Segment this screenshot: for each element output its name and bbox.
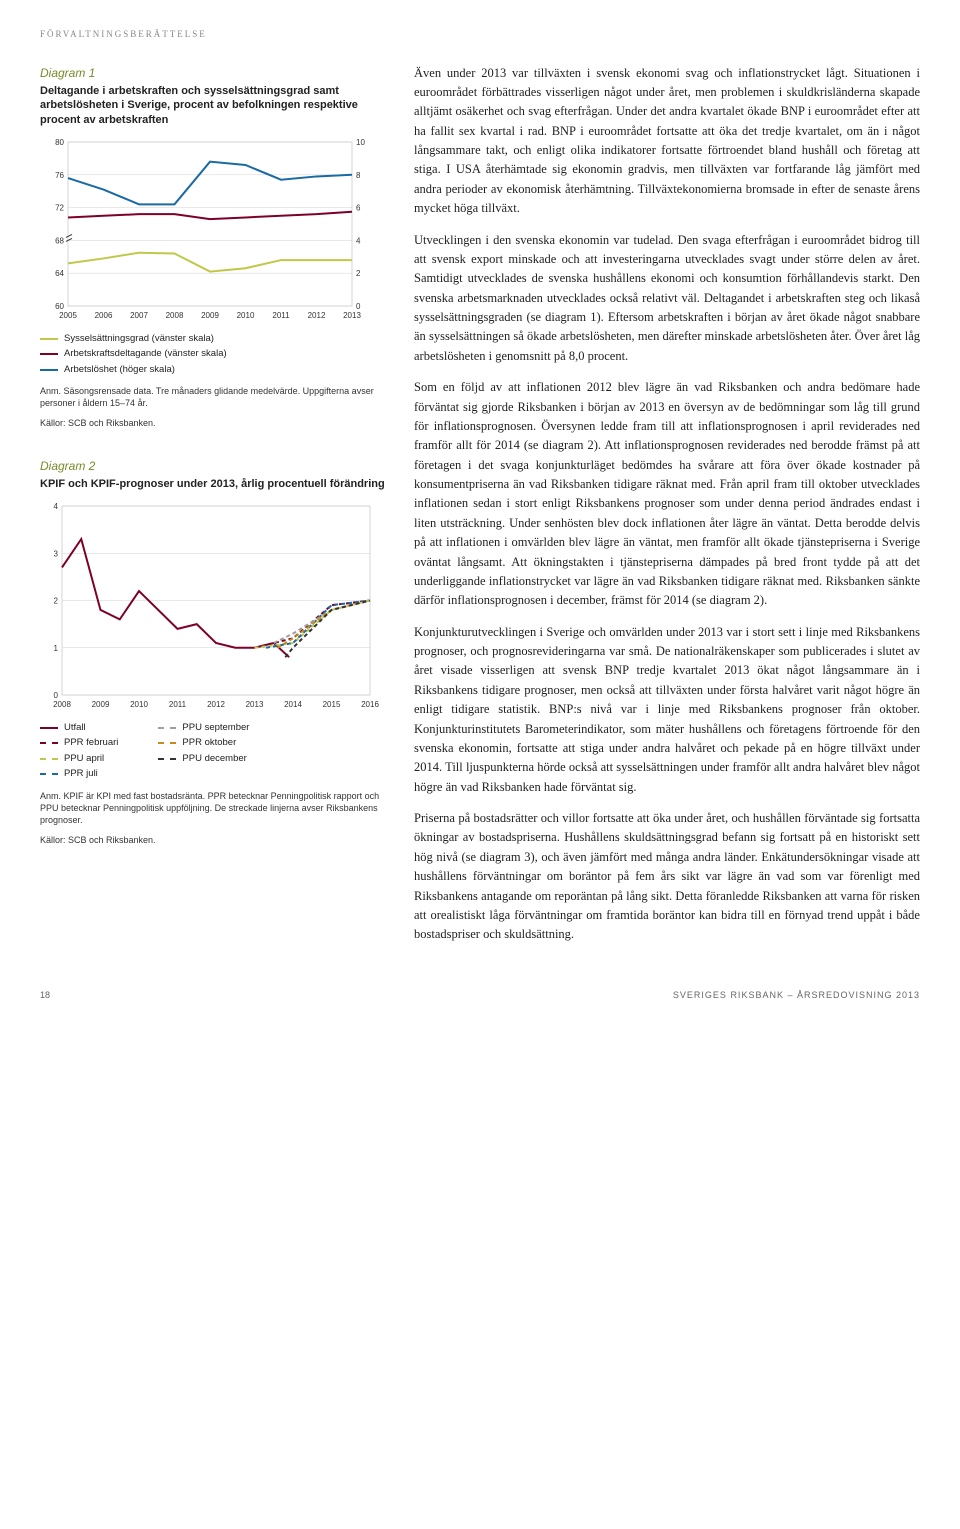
fig2-title: KPIF och KPIF-prognoser under 2013, årli… <box>40 477 390 492</box>
para-1: Även under 2013 var tillväxten i svensk … <box>414 64 920 219</box>
para-4: Konjunkturutvecklingen i Sverige och omv… <box>414 623 920 797</box>
footer-right: SVERIGES RIKSBANK – ÅRSREDOVISNING 2013 <box>673 989 920 1003</box>
svg-text:3: 3 <box>54 549 59 558</box>
para-2: Utvecklingen i den svenska ekonomin var … <box>414 231 920 367</box>
svg-text:10: 10 <box>356 138 365 147</box>
svg-text:1: 1 <box>54 644 59 653</box>
svg-text:2010: 2010 <box>237 311 255 320</box>
svg-text:2011: 2011 <box>169 700 187 709</box>
fig2-legend: UtfallPPR februariPPU aprilPPR juliPPU s… <box>40 721 390 782</box>
svg-text:0: 0 <box>356 302 361 311</box>
svg-text:2009: 2009 <box>92 700 110 709</box>
svg-text:2010: 2010 <box>130 700 148 709</box>
svg-text:0: 0 <box>54 691 59 700</box>
svg-text:2011: 2011 <box>272 311 290 320</box>
svg-text:2012: 2012 <box>207 700 225 709</box>
svg-text:76: 76 <box>55 171 64 180</box>
svg-text:2016: 2016 <box>361 700 379 709</box>
diagram-2: Diagram 2 KPIF och KPIF-prognoser under … <box>40 457 390 846</box>
svg-text:2: 2 <box>356 269 361 278</box>
svg-text:2015: 2015 <box>323 700 341 709</box>
page-footer: 18 SVERIGES RIKSBANK – ÅRSREDOVISNING 20… <box>40 989 920 1003</box>
fig1-title: Deltagande i arbetskraften och sysselsät… <box>40 84 390 129</box>
fig1-chart: 6064687276800246810200520062007200820092… <box>40 136 380 326</box>
fig2-source: Källor: SCB och Riksbanken. <box>40 834 390 846</box>
svg-text:2005: 2005 <box>59 311 77 320</box>
svg-text:2: 2 <box>54 597 59 606</box>
svg-text:2008: 2008 <box>166 311 184 320</box>
svg-text:60: 60 <box>55 302 64 311</box>
fig1-legend: Sysselsättningsgrad (vänster skala)Arbet… <box>40 332 390 377</box>
svg-text:2014: 2014 <box>284 700 302 709</box>
fig2-note: Anm. KPIF är KPI med fast bostadsränta. … <box>40 790 390 826</box>
body-text: Även under 2013 var tillväxten i svensk … <box>414 64 920 957</box>
svg-text:2006: 2006 <box>95 311 113 320</box>
svg-text:2007: 2007 <box>130 311 148 320</box>
svg-text:4: 4 <box>54 502 59 511</box>
fig1-note: Anm. Säsongsrensade data. Tre månaders g… <box>40 385 390 409</box>
svg-text:80: 80 <box>55 138 64 147</box>
svg-text:4: 4 <box>356 236 361 245</box>
svg-text:2012: 2012 <box>308 311 326 320</box>
fig2-chart: 0 1 2 3 4 2008 2009 2010 2011 2012 2013 2014 2015 201… <box>40 500 380 715</box>
svg-text:2013: 2013 <box>246 700 264 709</box>
page-number: 18 <box>40 989 50 1003</box>
running-header: FÖRVALTNINGSBERÄTTELSE <box>40 28 920 42</box>
fig1-source: Källor: SCB och Riksbanken. <box>40 417 390 429</box>
svg-text:64: 64 <box>55 269 64 278</box>
svg-text:2013: 2013 <box>343 311 361 320</box>
svg-text:72: 72 <box>55 204 64 213</box>
diagram-1: Diagram 1 Deltagande i arbetskraften och… <box>40 64 390 430</box>
fig2-label: Diagram 2 <box>40 457 390 475</box>
svg-text:68: 68 <box>55 236 64 245</box>
svg-text:2008: 2008 <box>53 700 71 709</box>
svg-text:6: 6 <box>356 204 361 213</box>
para-5: Priserna på bostadsrätter och villor for… <box>414 809 920 945</box>
svg-text:2009: 2009 <box>201 311 219 320</box>
para-3: Som en följd av att inflationen 2012 ble… <box>414 378 920 611</box>
fig1-label: Diagram 1 <box>40 64 390 82</box>
svg-text:8: 8 <box>356 171 361 180</box>
